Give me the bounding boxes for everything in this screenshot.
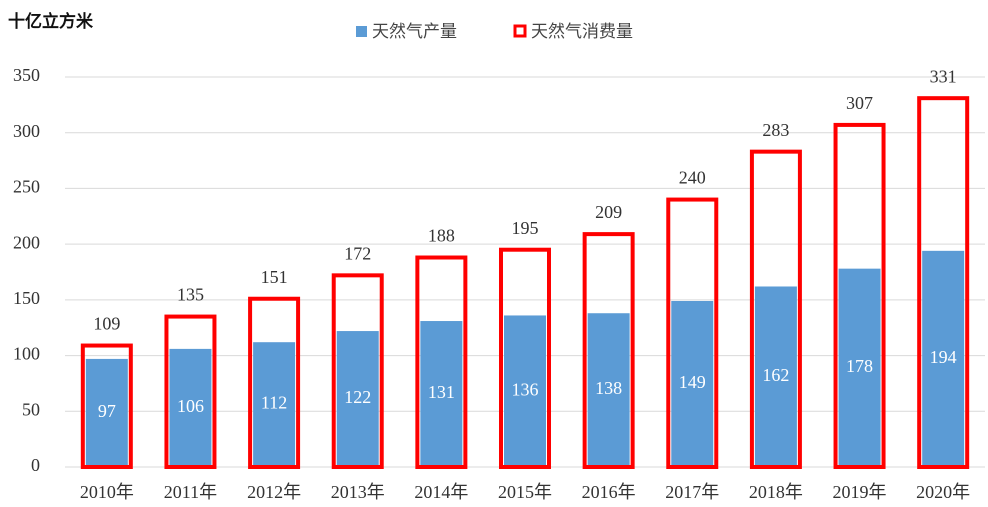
- bar-outline: [833, 122, 886, 470]
- bar-outline: [666, 197, 719, 469]
- bar-outline: [499, 247, 551, 469]
- bar: [420, 321, 463, 465]
- bar-outline: [331, 273, 384, 470]
- bar: [754, 286, 797, 465]
- legend-swatch: [356, 26, 367, 37]
- y-tick-label: 300: [13, 121, 40, 141]
- legend-label: 天然气产量: [372, 22, 457, 42]
- value-label: 151: [261, 267, 288, 287]
- y-tick-label: 200: [13, 232, 40, 252]
- bar: [253, 342, 296, 465]
- bar: [838, 268, 881, 465]
- bar-outline: [582, 232, 635, 469]
- bar-outline: [749, 149, 802, 470]
- x-tick-label: 2020年: [916, 482, 970, 502]
- legend-swatch: [513, 24, 527, 38]
- bar-outline: [415, 255, 468, 469]
- bar: [169, 348, 212, 465]
- bar: [922, 250, 965, 465]
- bar: [336, 331, 379, 465]
- y-tick-label: 0: [31, 455, 40, 475]
- x-tick-label: 2011年: [164, 482, 217, 502]
- value-label: 97: [98, 401, 116, 421]
- x-tick-label: 2013年: [331, 482, 385, 502]
- y-axis-label: 十亿立方米: [8, 11, 94, 32]
- bar-outline: [248, 296, 301, 469]
- y-tick-label: 150: [13, 288, 40, 308]
- y-tick-label: 100: [13, 344, 40, 364]
- x-tick-label: 2018年: [749, 482, 803, 502]
- bar-outline: [917, 96, 970, 470]
- value-label: 112: [261, 393, 287, 413]
- legend-label: 天然气消费量: [531, 22, 633, 42]
- x-tick-label: 2010年: [80, 482, 134, 502]
- value-label: 138: [595, 378, 622, 398]
- value-label: 149: [679, 372, 706, 392]
- value-label: 136: [512, 379, 539, 399]
- value-label: 194: [930, 347, 957, 367]
- bar-outline: [164, 314, 217, 470]
- value-label: 122: [344, 387, 371, 407]
- x-tick-label: 2019年: [833, 482, 887, 502]
- value-label: 209: [595, 202, 622, 222]
- y-tick-label: 50: [22, 399, 40, 419]
- value-label: 188: [428, 226, 455, 246]
- x-tick-label: 2012年: [247, 482, 301, 502]
- x-tick-label: 2017年: [665, 482, 719, 502]
- value-label: 331: [930, 66, 957, 86]
- value-label: 162: [762, 365, 789, 385]
- value-label: 283: [762, 120, 789, 140]
- bar: [85, 358, 128, 465]
- bar: [587, 313, 630, 465]
- y-tick-label: 350: [13, 65, 40, 85]
- value-label: 240: [679, 168, 706, 188]
- value-label: 307: [846, 93, 873, 113]
- value-label: 109: [93, 314, 120, 334]
- x-tick-label: 2014年: [414, 482, 468, 502]
- value-label: 172: [344, 243, 371, 263]
- value-label: 131: [428, 382, 455, 402]
- bar: [671, 300, 714, 465]
- value-label: 135: [177, 285, 204, 305]
- y-tick-label: 250: [13, 177, 40, 197]
- value-label: 106: [177, 396, 204, 416]
- value-label: 195: [512, 218, 539, 238]
- value-label: 178: [846, 356, 873, 376]
- bar: [504, 315, 546, 465]
- x-tick-label: 2015年: [498, 482, 552, 502]
- bar-outline: [80, 343, 133, 469]
- x-tick-label: 2016年: [582, 482, 636, 502]
